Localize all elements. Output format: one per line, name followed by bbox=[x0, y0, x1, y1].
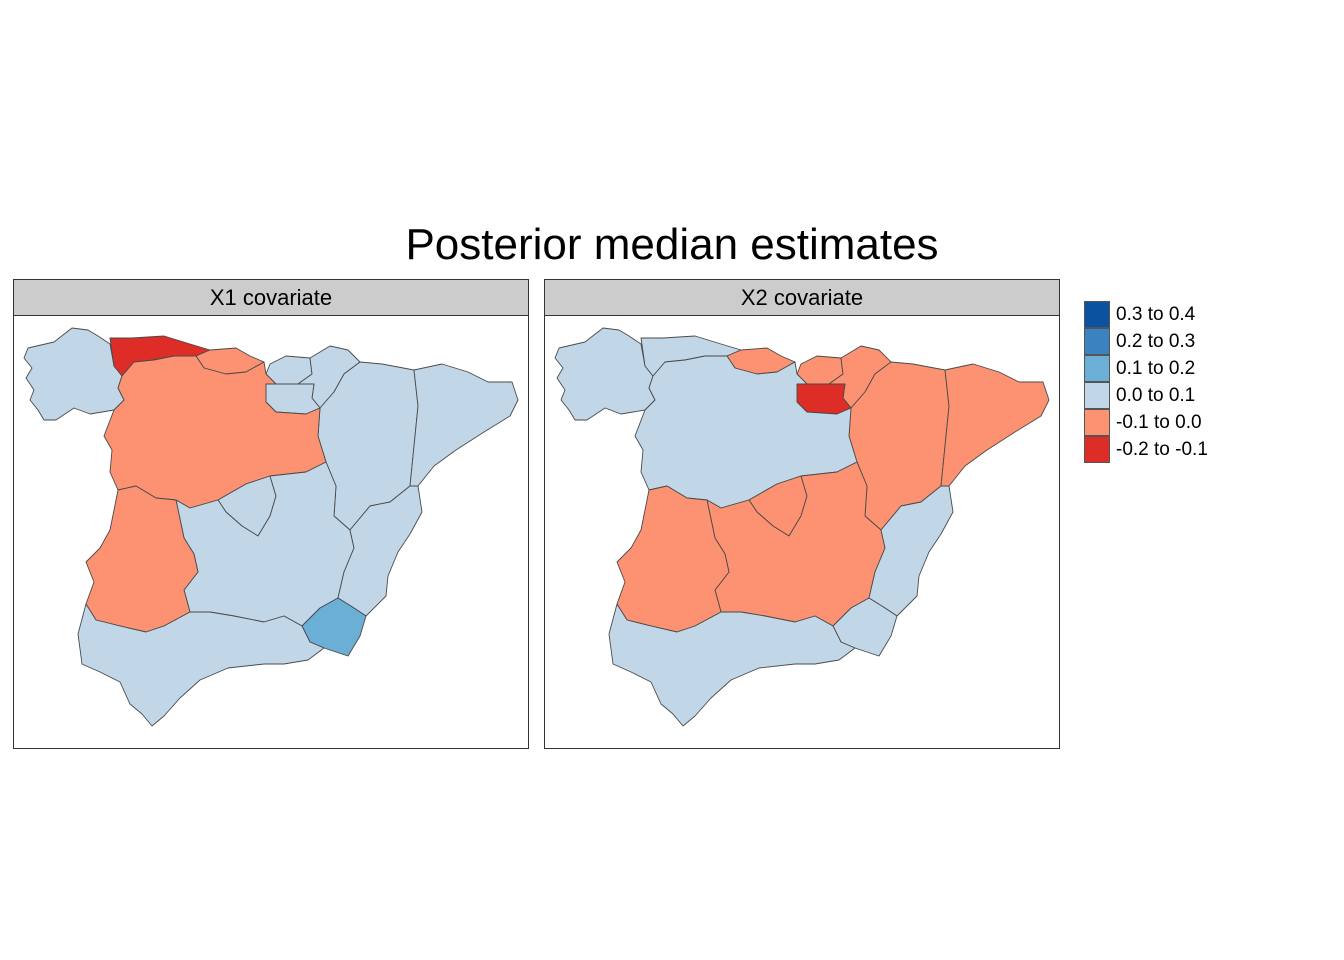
region-galicia bbox=[554, 327, 656, 421]
legend-item: 0.0 to 0.1 bbox=[1084, 382, 1208, 409]
region-cataluna bbox=[409, 363, 519, 487]
legend-item: 0.3 to 0.4 bbox=[1084, 301, 1208, 328]
panel-strip-x1: X1 covariate bbox=[14, 280, 528, 316]
map-x1-covariate bbox=[23, 327, 519, 727]
legend-swatch bbox=[1084, 436, 1110, 463]
map-title: Posterior median estimates bbox=[405, 220, 939, 269]
legend-item: 0.1 to 0.2 bbox=[1084, 355, 1208, 382]
panel-x1-covariate: X1 covariate bbox=[13, 279, 529, 749]
legend-item: -0.2 to -0.1 bbox=[1084, 436, 1208, 463]
legend-swatch bbox=[1084, 328, 1110, 355]
legend-label: 0.1 to 0.2 bbox=[1116, 358, 1196, 379]
legend: 0.3 to 0.4 0.2 to 0.3 0.1 to 0.2 0.0 to … bbox=[1084, 301, 1208, 463]
panel-strip-x2: X2 covariate bbox=[545, 280, 1059, 316]
legend-item: 0.2 to 0.3 bbox=[1084, 328, 1208, 355]
legend-label: 0.2 to 0.3 bbox=[1116, 331, 1196, 352]
panel-x2-covariate: X2 covariate bbox=[544, 279, 1060, 749]
legend-swatch bbox=[1084, 409, 1110, 436]
region-valencia bbox=[868, 485, 954, 617]
legend-label: -0.1 to 0.0 bbox=[1116, 412, 1202, 433]
legend-label: -0.2 to -0.1 bbox=[1116, 439, 1208, 460]
region-andalucia bbox=[77, 603, 325, 727]
region-cataluna bbox=[940, 363, 1050, 487]
legend-label: 0.0 to 0.1 bbox=[1116, 385, 1196, 406]
region-valencia bbox=[337, 485, 423, 617]
legend-label: 0.3 to 0.4 bbox=[1116, 304, 1196, 325]
legend-swatch bbox=[1084, 382, 1110, 409]
region-castilla-leon bbox=[103, 355, 327, 509]
legend-swatch bbox=[1084, 301, 1110, 328]
region-castilla-leon bbox=[634, 355, 858, 509]
region-galicia bbox=[23, 327, 125, 421]
legend-item: -0.1 to 0.0 bbox=[1084, 409, 1208, 436]
map-x2-covariate bbox=[554, 327, 1050, 727]
region-andalucia bbox=[608, 603, 856, 727]
legend-swatch bbox=[1084, 355, 1110, 382]
